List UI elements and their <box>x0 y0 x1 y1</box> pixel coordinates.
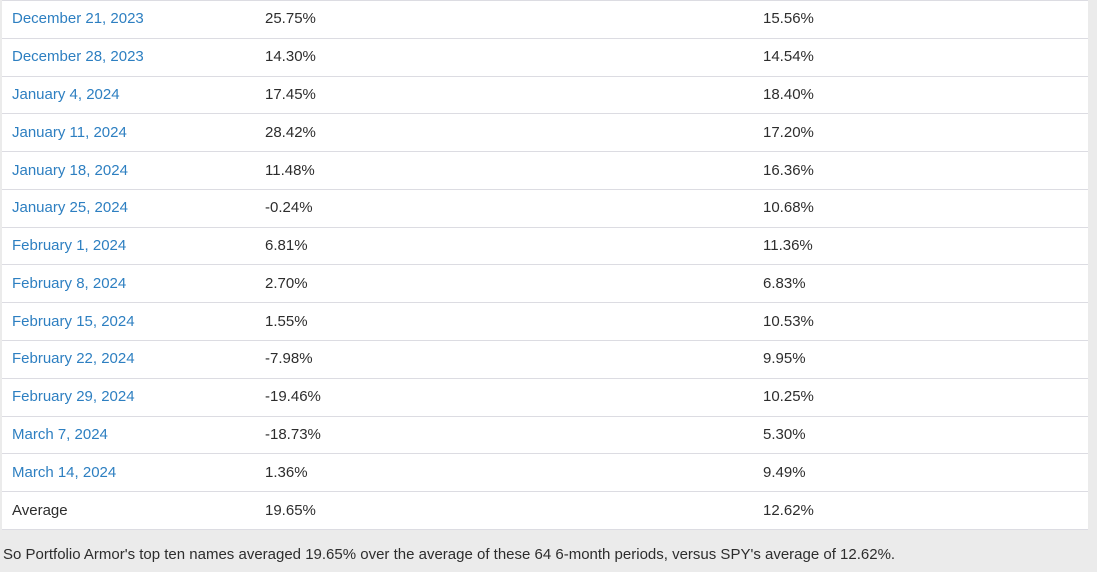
date-link[interactable]: January 11, 2024 <box>12 123 127 141</box>
top-ten-return-cell: -18.73% <box>255 416 753 455</box>
date-cell: January 18, 2024 <box>2 151 255 190</box>
top-ten-return-cell: 28.42% <box>255 113 753 153</box>
date-cell: March 14, 2024 <box>2 453 255 493</box>
date-link[interactable]: January 18, 2024 <box>12 161 128 179</box>
table-row: December 21, 2023 25.75% 15.56% <box>2 0 1088 39</box>
top-ten-return-cell: 25.75% <box>255 0 753 39</box>
spy-return-cell: 15.56% <box>753 0 1088 39</box>
returns-table: December 21, 2023 25.75% 15.56% December… <box>2 0 1088 530</box>
date-link[interactable]: January 25, 2024 <box>12 199 128 217</box>
top-ten-return-cell: 14.30% <box>255 38 753 77</box>
returns-table-grid: December 21, 2023 25.75% 15.56% December… <box>2 0 1088 530</box>
date-link[interactable]: December 21, 2023 <box>12 10 144 28</box>
spy-return-cell: 9.49% <box>753 453 1088 493</box>
spy-return-cell: 18.40% <box>753 76 1088 115</box>
date-cell: January 4, 2024 <box>2 76 255 115</box>
spy-return-cell: 9.95% <box>753 340 1088 379</box>
date-link[interactable]: March 14, 2024 <box>12 463 117 481</box>
table-row: February 8, 2024 2.70% 6.83% <box>2 264 1088 304</box>
top-ten-return-cell: 1.36% <box>255 453 753 493</box>
date-link[interactable]: January 4, 2024 <box>12 85 120 103</box>
table-row: March 14, 2024 1.36% 9.49% <box>2 453 1088 493</box>
date-link[interactable]: February 1, 2024 <box>12 237 127 255</box>
spy-return-cell: 14.54% <box>753 38 1088 77</box>
average-row: Average 19.65% 12.62% <box>2 491 1088 530</box>
top-ten-return-cell: -0.24% <box>255 189 753 228</box>
date-cell: February 15, 2024 <box>2 302 255 342</box>
table-row: December 28, 2023 14.30% 14.54% <box>2 38 1088 77</box>
date-link[interactable]: February 15, 2024 <box>12 312 135 330</box>
date-cell: January 25, 2024 <box>2 189 255 228</box>
spy-return-cell: 10.25% <box>753 378 1088 417</box>
summary-text: So Portfolio Armor's top ten names avera… <box>3 545 896 563</box>
table-row: January 11, 2024 28.42% 17.20% <box>2 113 1088 153</box>
table-row: February 29, 2024 -19.46% 10.25% <box>2 378 1088 417</box>
top-ten-return-cell: -7.98% <box>255 340 753 379</box>
top-ten-return-cell: -19.46% <box>255 378 753 417</box>
average-top-ten-return: 19.65% <box>255 491 753 530</box>
spy-return-cell: 6.83% <box>753 264 1088 304</box>
table-row: February 1, 2024 6.81% 11.36% <box>2 227 1088 266</box>
date-link[interactable]: February 8, 2024 <box>12 274 127 292</box>
top-ten-return-cell: 11.48% <box>255 151 753 190</box>
date-link[interactable]: March 7, 2024 <box>12 425 108 443</box>
top-ten-return-cell: 17.45% <box>255 76 753 115</box>
date-link[interactable]: February 22, 2024 <box>12 350 135 368</box>
average-spy-return: 12.62% <box>753 491 1088 530</box>
table-row: March 7, 2024 -18.73% 5.30% <box>2 416 1088 455</box>
date-cell: February 29, 2024 <box>2 378 255 417</box>
table-row: January 18, 2024 11.48% 16.36% <box>2 151 1088 190</box>
spy-return-cell: 10.68% <box>753 189 1088 228</box>
date-cell: February 22, 2024 <box>2 340 255 379</box>
spy-return-cell: 10.53% <box>753 302 1088 342</box>
returns-table-footer: Average 19.65% 12.62% <box>2 491 1088 530</box>
spy-return-cell: 16.36% <box>753 151 1088 190</box>
spy-return-cell: 11.36% <box>753 227 1088 266</box>
date-link[interactable]: December 28, 2023 <box>12 48 144 66</box>
table-row: January 25, 2024 -0.24% 10.68% <box>2 189 1088 228</box>
date-cell: March 7, 2024 <box>2 416 255 455</box>
date-cell: December 21, 2023 <box>2 0 255 39</box>
date-cell: December 28, 2023 <box>2 38 255 77</box>
table-row: February 15, 2024 1.55% 10.53% <box>2 302 1088 342</box>
top-ten-return-cell: 6.81% <box>255 227 753 266</box>
date-cell: January 11, 2024 <box>2 113 255 153</box>
spy-return-cell: 5.30% <box>753 416 1088 455</box>
returns-table-body: December 21, 2023 25.75% 15.56% December… <box>2 0 1088 493</box>
table-row: January 4, 2024 17.45% 18.40% <box>2 76 1088 115</box>
top-ten-return-cell: 1.55% <box>255 302 753 342</box>
date-link[interactable]: February 29, 2024 <box>12 388 135 406</box>
date-cell: February 1, 2024 <box>2 227 255 266</box>
date-cell: February 8, 2024 <box>2 264 255 304</box>
table-row: February 22, 2024 -7.98% 9.95% <box>2 340 1088 379</box>
spy-return-cell: 17.20% <box>753 113 1088 153</box>
top-ten-return-cell: 2.70% <box>255 264 753 304</box>
average-label: Average <box>2 491 255 530</box>
